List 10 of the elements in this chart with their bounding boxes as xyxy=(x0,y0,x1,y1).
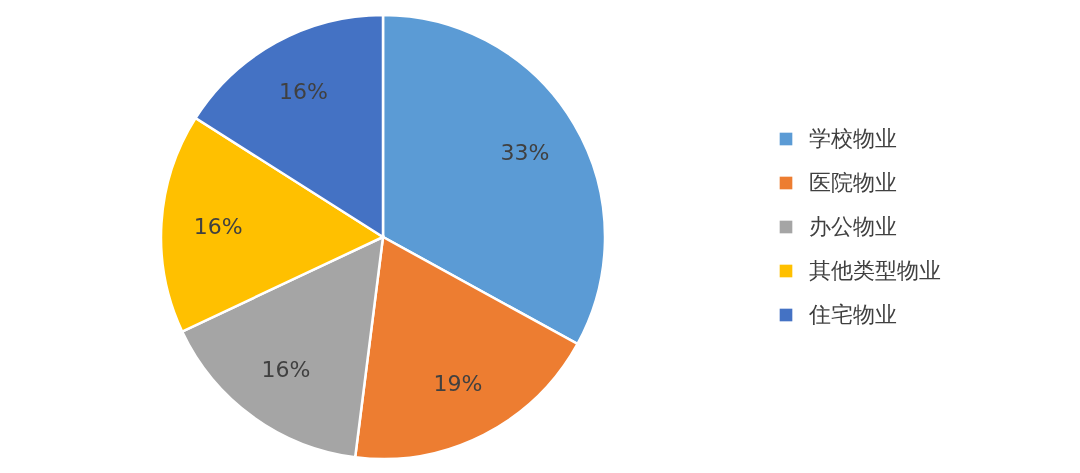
data-label: 19% xyxy=(433,371,483,397)
data-label: 16% xyxy=(279,79,328,105)
legend-label: 办公物业 xyxy=(809,214,897,239)
legend-label: 住宅物业 xyxy=(808,302,897,327)
legend-label: 医院物业 xyxy=(809,170,897,195)
legend-label: 学校物业 xyxy=(809,126,897,151)
data-label: 16% xyxy=(261,357,311,383)
data-label: 33% xyxy=(500,140,550,166)
data-label: 16% xyxy=(193,213,243,239)
legend-label: 其他类型物业 xyxy=(809,258,941,283)
